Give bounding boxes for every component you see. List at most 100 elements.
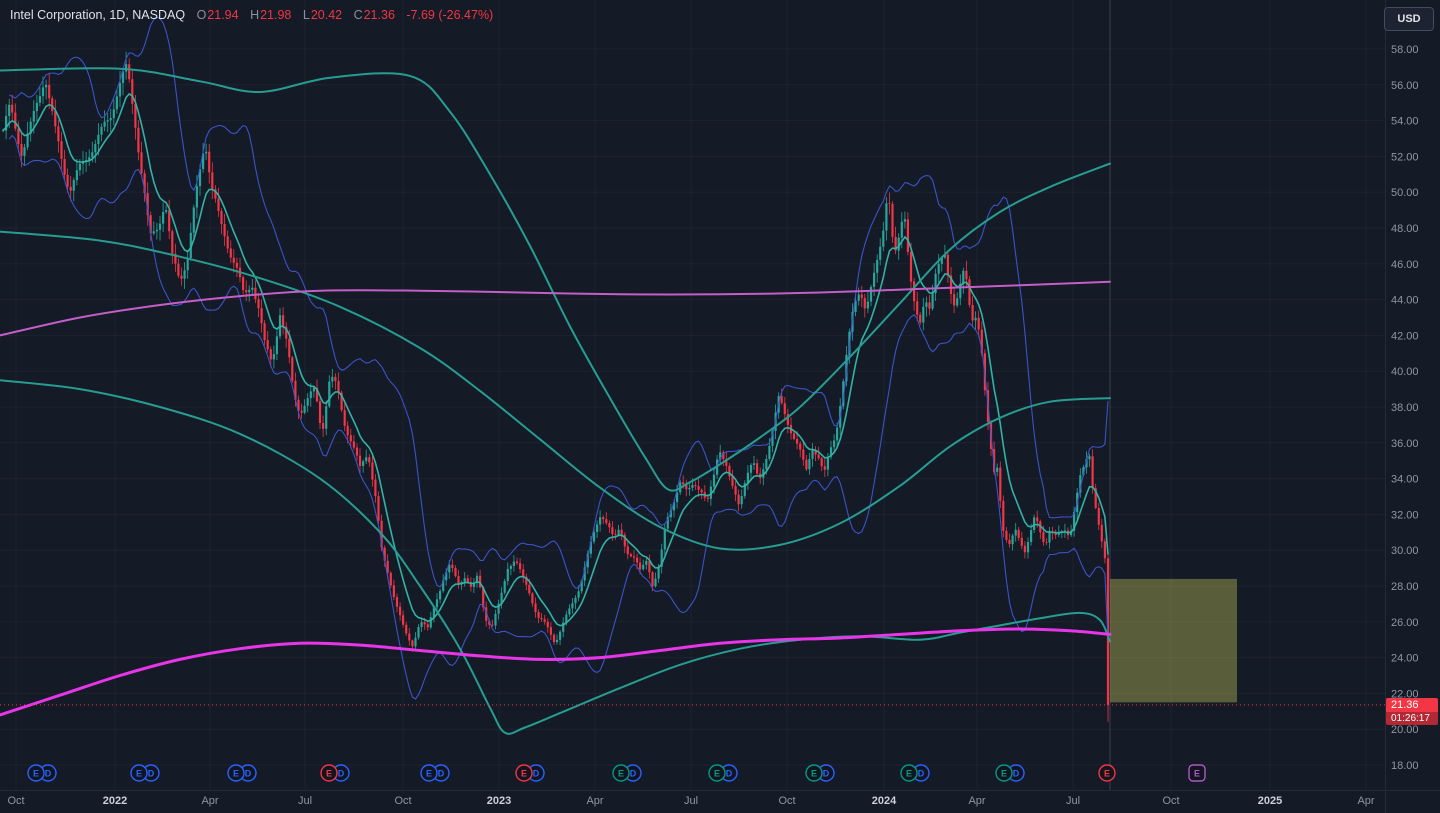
earnings-marker[interactable]: DE	[27, 764, 57, 782]
symbol-legend: Intel Corporation, 1D, NASDAQ O21.94 H21…	[10, 8, 493, 22]
earnings-marker[interactable]: DE	[130, 764, 160, 782]
time-tick-label[interactable]: Oct	[7, 795, 24, 807]
event-letter: E	[1104, 769, 1110, 779]
high-value: 21.98	[260, 8, 292, 22]
price-tick-label[interactable]: 40.00	[1391, 366, 1419, 378]
price-tick-label[interactable]: 38.00	[1391, 402, 1419, 414]
time-tick-label[interactable]: Apr	[968, 795, 985, 807]
event-letter: E	[426, 769, 432, 779]
price-tick-label[interactable]: 58.00	[1391, 44, 1419, 56]
time-tick-label[interactable]: Jul	[1066, 795, 1080, 807]
event-badge	[805, 764, 823, 782]
price-tick-label[interactable]: 52.00	[1391, 151, 1419, 163]
earnings-marker[interactable]: DE	[708, 764, 738, 782]
event-badge	[1188, 764, 1206, 782]
price-tick-label[interactable]: 34.00	[1391, 474, 1419, 486]
event-letter: E	[906, 769, 912, 779]
event-badge	[995, 764, 1013, 782]
event-markers-row: DE DE DE DE DE DE DE DE DE DE DE E E	[27, 764, 1206, 782]
price-tick-label[interactable]: 30.00	[1391, 545, 1419, 557]
event-letter: D	[918, 769, 925, 779]
open-label: O	[196, 8, 207, 22]
earnings-marker[interactable]: DE	[612, 764, 642, 782]
earnings-marker[interactable]: DE	[227, 764, 257, 782]
time-tick-label[interactable]: Oct	[778, 795, 795, 807]
earnings-marker[interactable]: DE	[420, 764, 450, 782]
time-tick-label[interactable]: 2024	[872, 795, 897, 807]
time-tick-label[interactable]: Apr	[586, 795, 603, 807]
time-tick-label[interactable]: Oct	[394, 795, 411, 807]
open-value: 21.94	[207, 8, 239, 22]
price-tick-label[interactable]: 56.00	[1391, 80, 1419, 92]
price-tick-label[interactable]: 44.00	[1391, 295, 1419, 307]
price-tick-label[interactable]: 24.00	[1391, 653, 1419, 665]
time-tick-label[interactable]: 2025	[1258, 795, 1282, 807]
time-tick-label[interactable]: Jul	[684, 795, 698, 807]
event-badge	[130, 764, 148, 782]
bollinger-bands-upper-line	[8, 16, 1109, 589]
earnings-marker[interactable]: DE	[805, 764, 835, 782]
event-letter: D	[533, 769, 540, 779]
low-label: L	[302, 8, 310, 22]
price-tick-label[interactable]: 18.00	[1391, 760, 1419, 772]
time-tick-label[interactable]: 2023	[487, 795, 511, 807]
event-letter: D	[148, 769, 155, 779]
event-letter: E	[136, 769, 142, 779]
drawing-rectangle[interactable]	[1110, 578, 1237, 703]
earnings-marker[interactable]: E	[1188, 764, 1206, 782]
price-tick-label[interactable]: 32.00	[1391, 509, 1419, 521]
low-value: 20.42	[310, 8, 343, 22]
time-tick-label[interactable]: Jul	[298, 795, 312, 807]
event-badge	[515, 764, 533, 782]
time-tick-label[interactable]: 2022	[103, 795, 127, 807]
earnings-marker[interactable]: E	[1098, 764, 1116, 782]
earnings-marker[interactable]: DE	[995, 764, 1025, 782]
event-badge	[320, 764, 338, 782]
price-tick-label[interactable]: 48.00	[1391, 223, 1419, 235]
event-letter: E	[33, 769, 39, 779]
price-tick-label[interactable]: 50.00	[1391, 187, 1419, 199]
event-letter: E	[326, 769, 332, 779]
close-value: 21.36	[363, 8, 395, 22]
event-letter: D	[245, 769, 252, 779]
time-tick-label[interactable]: Apr	[201, 795, 218, 807]
event-letter: D	[45, 769, 52, 779]
event-badge	[1098, 764, 1116, 782]
close-label: C	[353, 8, 363, 22]
long-band-basis-line	[0, 230, 1111, 551]
price-tick-label[interactable]: 28.00	[1391, 581, 1419, 593]
last-price-value: 21.36	[1386, 698, 1438, 712]
time-tick-label[interactable]: Apr	[1357, 795, 1374, 807]
event-letter: E	[1001, 769, 1007, 779]
currency-button[interactable]: USD	[1384, 7, 1434, 31]
price-tick-label[interactable]: 26.00	[1391, 617, 1419, 629]
earnings-marker[interactable]: DE	[320, 764, 350, 782]
event-letter: E	[1194, 769, 1200, 779]
event-badge	[27, 764, 45, 782]
price-tick-label[interactable]: 42.00	[1391, 330, 1419, 342]
candlestick-series	[1, 51, 1110, 722]
price-tick-label[interactable]: 20.00	[1391, 724, 1419, 736]
event-badge	[420, 764, 438, 782]
time-axis[interactable]: Oct 2022 Apr Jul Oct 2023 Apr Jul Oct 2024 Apr Jul O…	[7, 795, 1374, 807]
event-badge	[612, 764, 630, 782]
symbol-title[interactable]: Intel Corporation, 1D, NASDAQ	[10, 8, 186, 22]
price-axis[interactable]: 58.00 56.00 54.00 52.00 50.00 48.00 46.00 44.00…	[1391, 44, 1419, 772]
earnings-marker[interactable]: DE	[515, 764, 545, 782]
event-letter: D	[823, 769, 830, 779]
earnings-marker[interactable]: DE	[900, 764, 930, 782]
price-tick-label[interactable]: 22.00	[1391, 688, 1419, 700]
event-letter: D	[338, 769, 345, 779]
event-badge	[900, 764, 918, 782]
event-letter: E	[811, 769, 817, 779]
price-tick-label[interactable]: 54.00	[1391, 116, 1419, 128]
price-tick-label[interactable]: 46.00	[1391, 259, 1419, 271]
ma-magenta-line	[0, 627, 1112, 717]
event-letter: D	[630, 769, 637, 779]
grid	[0, 0, 1385, 790]
change-value: -7.69 (-26.47%)	[406, 8, 494, 22]
price-tick-label[interactable]: 36.00	[1391, 438, 1419, 450]
time-tick-label[interactable]: Oct	[1162, 795, 1179, 807]
